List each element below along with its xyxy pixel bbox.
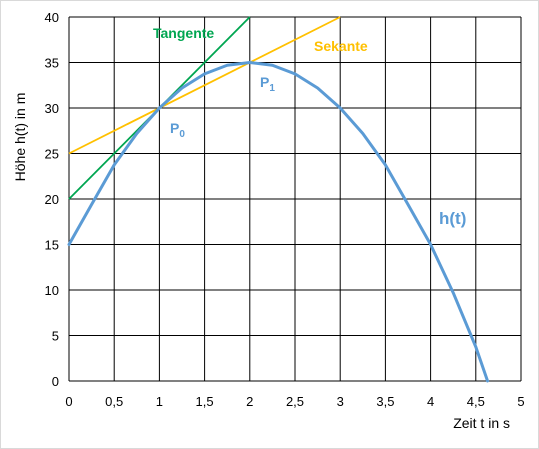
point-p1-sub: 1 xyxy=(269,83,275,94)
x-tick-label: 2,5 xyxy=(286,394,304,409)
y-tick-label: 0 xyxy=(52,374,59,389)
x-tick-label: 3,5 xyxy=(376,394,394,409)
x-tick-label: 0,5 xyxy=(105,394,123,409)
point-p0-sub: 0 xyxy=(179,129,185,140)
x-tick-label: 1,5 xyxy=(196,394,214,409)
x-tick-label: 4 xyxy=(427,394,434,409)
y-tick-label: 25 xyxy=(45,147,59,162)
point-p1-label: P1 xyxy=(260,74,275,94)
x-tick-label: 3 xyxy=(337,394,344,409)
y-tick-label: 30 xyxy=(45,101,59,116)
point-p0-label: P0 xyxy=(170,120,185,140)
y-tick-label: 10 xyxy=(45,283,59,298)
x-tick-label: 5 xyxy=(517,394,524,409)
x-tick-label: 1 xyxy=(156,394,163,409)
y-tick-label: 15 xyxy=(45,238,59,253)
x-tick-label: 4,5 xyxy=(467,394,485,409)
y-tick-label: 5 xyxy=(52,329,59,344)
y-tick-label: 40 xyxy=(45,10,59,25)
point-p1-main: P xyxy=(260,74,269,90)
y-axis-title: Höhe h(t) in m xyxy=(12,93,28,182)
tangent-label: Tangente xyxy=(153,25,214,41)
x-tick-label: 2 xyxy=(246,394,253,409)
y-tick-label: 35 xyxy=(45,56,59,71)
series xyxy=(67,16,490,383)
grid xyxy=(68,16,522,382)
y-tick-label: 20 xyxy=(45,192,59,207)
x-axis-title: Zeit t in s xyxy=(453,415,510,431)
x-tick-label: 0 xyxy=(65,394,72,409)
curve-label: h(t) xyxy=(439,209,466,228)
curve-h-line xyxy=(67,61,490,383)
secant-label: Sekante xyxy=(314,38,368,54)
secant-line xyxy=(68,16,341,155)
point-p0-main: P xyxy=(170,120,179,136)
